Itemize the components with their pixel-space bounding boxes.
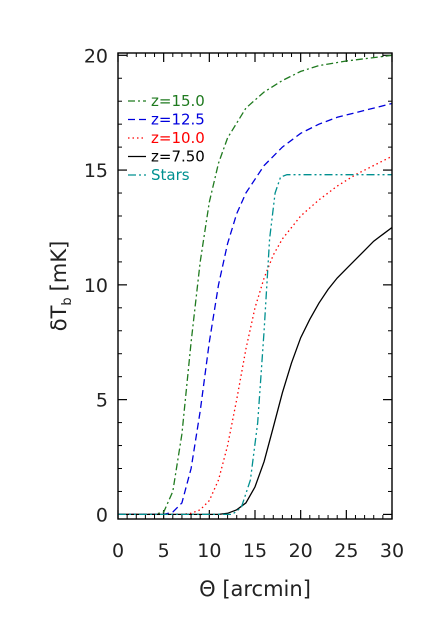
- x-tick-label: 30: [380, 540, 404, 562]
- series-lines: [118, 54, 393, 516]
- y-axis-label-unit: [mK]: [47, 241, 71, 292]
- y-tick-label: 15: [84, 160, 108, 182]
- x-tick-label: 15: [243, 540, 267, 562]
- y-tick-label: 20: [84, 45, 108, 67]
- x-tick-label: 10: [197, 540, 221, 562]
- x-tick-label: 20: [289, 540, 313, 562]
- series-line-0: [118, 54, 393, 516]
- y-axis-label-subscript: b: [60, 297, 75, 305]
- legend-label-3: z=7.50: [151, 148, 205, 166]
- legend-label-1: z=12.5: [151, 111, 205, 129]
- x-axis-label: Θ [arcmin]: [199, 577, 311, 601]
- tick-labels: 0 5 10 15 20 25 30 0 5 10 15 20: [84, 45, 404, 562]
- y-tick-label: 10: [84, 275, 108, 297]
- series-line-3: [118, 226, 393, 516]
- series-line-4: [118, 174, 392, 516]
- x-tick-label: 25: [334, 540, 358, 562]
- series-line-2: [118, 155, 393, 516]
- series-line-1: [118, 102, 393, 516]
- y-tick-label: 0: [96, 504, 108, 526]
- legend-label-4: Stars: [151, 166, 190, 184]
- legend-label-0: z=15.0: [151, 92, 205, 110]
- x-tick-label: 5: [158, 540, 170, 562]
- y-tick-label: 5: [96, 390, 108, 412]
- plot-frame: [117, 52, 393, 520]
- x-tick-label: 0: [112, 540, 124, 562]
- y-axis-label-symbol: δT: [47, 305, 71, 331]
- y-axis-label: δTb [mK]: [47, 241, 75, 332]
- legend-label-2: z=10.0: [151, 129, 205, 147]
